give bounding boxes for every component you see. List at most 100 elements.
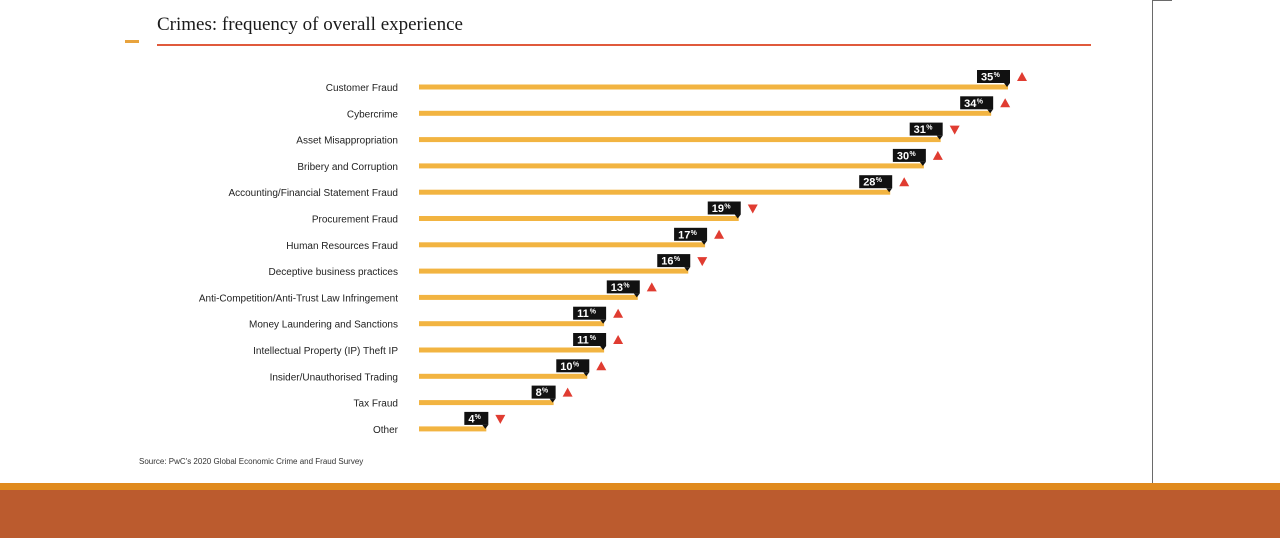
category-label: Anti-Competition/Anti-Trust Law Infringe… [199,293,398,304]
bar [419,294,638,300]
trend-down-icon [747,204,758,214]
value-label: 8 [536,387,542,399]
value-label-unit: % [475,414,482,421]
footer-stripe [0,483,1280,490]
value-label-box [573,306,607,320]
trend-up-icon [613,335,624,344]
category-label: Asset Misappropriation [296,136,398,147]
value-label-pointer [600,319,607,324]
trend-up-icon [596,361,607,371]
category-label: Procurement Fraud [312,215,398,226]
trend-up-icon [613,308,624,318]
value-label: 30 [897,150,909,162]
value-label-unit: % [674,256,681,263]
bar [419,137,941,143]
value-label-pointer [734,214,741,219]
bar [419,426,487,432]
trend-up-icon [562,387,573,397]
category-label: Customer Fraud [326,83,398,94]
trend-up-icon [1000,98,1011,108]
value-label-unit: % [909,151,916,158]
value-label-box [674,227,708,241]
value-label: 4 [468,413,475,425]
value-label: 34 [964,98,977,110]
bar [419,242,706,248]
value-label-unit: % [926,125,933,132]
value-label-pointer [684,267,691,272]
value-label-box [977,70,1010,83]
value-label-pointer [987,109,994,114]
bar [419,216,739,221]
bar [419,163,924,169]
category-label: Tax Fraud [354,399,398,410]
value-label-box [464,411,489,425]
title-accent-mark [125,40,139,43]
category-label: Money Laundering and Sanctions [249,320,398,331]
bar [419,347,605,353]
value-label-pointer [482,424,489,429]
value-label-pointer [919,161,926,166]
panel-divider [1152,0,1153,483]
category-label: Accounting/Financial Statement Fraud [228,188,398,199]
value-label: 11 [577,335,589,347]
value-label: 31 [914,124,926,136]
bar [419,373,588,379]
category-label: Deceptive business practices [268,267,398,278]
bar-chart: Customer Fraud 35 % Cybercrime 34 % Asset Misa… [199,70,1027,436]
value-label: 10 [560,361,572,373]
value-label: 19 [712,203,724,215]
category-label: Cybercrime [347,109,399,120]
chart-title: Crimes: frequency of overall experience [157,14,463,35]
bar [419,84,1008,90]
trend-down-icon [697,257,708,267]
value-label-box [573,333,607,346]
bar [419,400,554,406]
trend-up-icon [932,150,943,160]
category-label: Human Resources Fraud [286,241,398,252]
value-label-pointer [600,346,607,350]
trend-up-icon [899,177,910,187]
value-label-box [707,201,741,215]
value-label: 11 [577,308,589,320]
value-label-box [606,280,640,294]
value-label-pointer [583,372,590,377]
title-rule [157,44,1091,46]
trend-down-icon [495,414,506,424]
value-label-unit: % [876,177,883,184]
trend-up-icon [714,229,725,239]
value-label-unit: % [977,98,984,105]
value-label-box [892,148,926,162]
value-label-pointer [1004,83,1010,87]
value-label-unit: % [623,282,630,289]
value-label-pointer [886,188,893,193]
value-label: 17 [678,229,690,241]
category-label: Insider/Unauthorised Trading [270,372,398,383]
value-label-unit: % [573,361,580,368]
bar [419,268,689,274]
value-label-pointer [633,293,640,298]
value-label: 35 [981,72,993,84]
trend-down-icon [949,125,960,135]
source-note: Source: PwC's 2020 Global Economic Crime… [139,457,364,466]
value-label-pointer [701,240,708,245]
value-label-pointer [549,398,556,403]
value-label-unit: % [590,309,597,316]
value-label-unit: % [994,72,1001,79]
value-label-box [859,175,893,189]
value-label-box [531,385,556,399]
bar [419,321,605,327]
value-label: 28 [863,177,875,189]
value-label-box [909,122,943,136]
trend-up-icon [1017,72,1027,81]
value-label-unit: % [542,388,549,395]
value-label-box [556,359,590,373]
bar [419,110,992,116]
value-label-unit: % [724,204,731,211]
value-label-unit: % [691,230,698,237]
category-label: Bribery and Corruption [297,162,398,173]
category-label: Intellectual Property (IP) Theft IP [253,346,398,357]
value-label-box [657,254,691,268]
panel-divider-tick [1152,0,1172,1]
value-label: 16 [661,256,673,268]
value-label-pointer [936,135,943,140]
